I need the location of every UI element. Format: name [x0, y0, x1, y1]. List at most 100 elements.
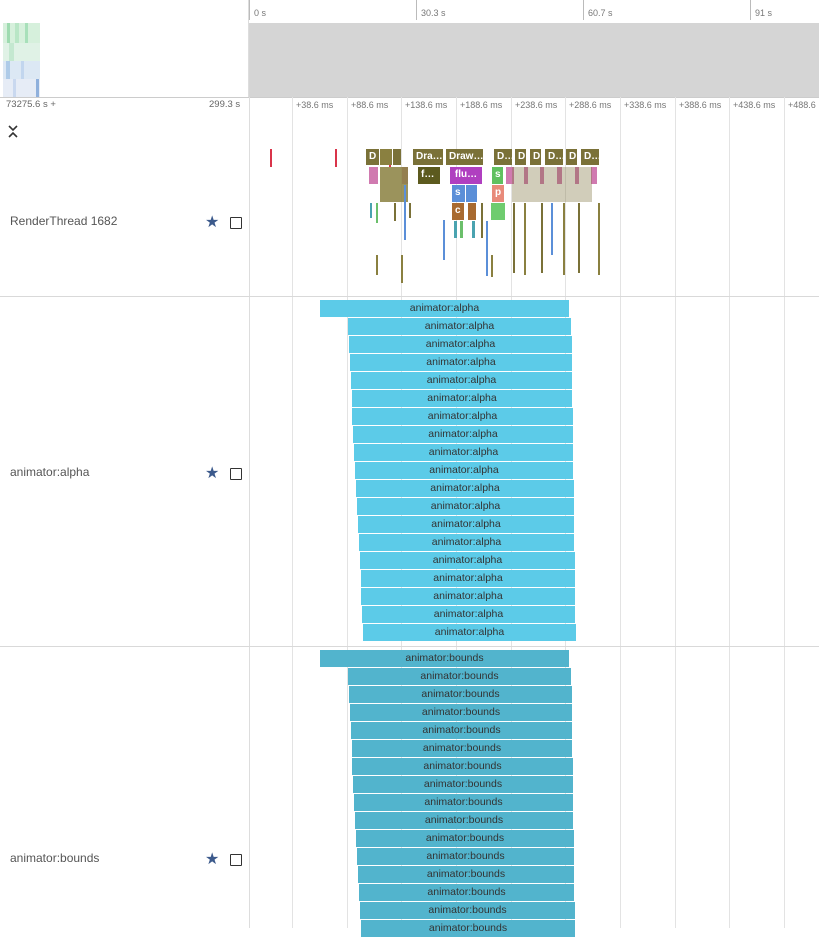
render-slice[interactable]: f…	[418, 167, 440, 184]
render-slice[interactable]: D…	[494, 149, 512, 165]
render-slice[interactable]: D	[515, 149, 526, 165]
chevron-updown-icon[interactable]	[7, 123, 19, 139]
render-slice[interactable]	[491, 203, 505, 220]
track-animator-alpha[interactable]	[0, 296, 819, 647]
render-slice[interactable]	[409, 203, 411, 218]
track-animator-bounds[interactable]	[0, 646, 819, 928]
animator-slice[interactable]: animator:alpha	[348, 318, 571, 335]
render-slice[interactable]	[491, 255, 493, 277]
animator-slice[interactable]: animator:bounds	[356, 830, 574, 847]
animator-slice[interactable]: animator:alpha	[350, 354, 572, 371]
grid-line	[675, 97, 676, 928]
overview-selection-window[interactable]	[249, 23, 819, 97]
animator-slice[interactable]: animator:bounds	[352, 740, 572, 757]
animator-slice[interactable]: animator:alpha	[352, 408, 573, 425]
render-slice[interactable]: flu…	[450, 167, 482, 184]
render-slice[interactable]: D	[530, 149, 541, 165]
render-slice[interactable]	[591, 167, 597, 184]
animator-slice[interactable]: animator:alpha	[362, 606, 575, 623]
render-slice[interactable]	[481, 203, 483, 238]
render-slice[interactable]	[370, 203, 372, 218]
animator-slice[interactable]: animator:alpha	[358, 516, 574, 533]
render-slice[interactable]	[486, 221, 488, 276]
animator-slice[interactable]: animator:alpha	[354, 444, 573, 461]
animator-slice[interactable]: animator:bounds	[355, 812, 573, 829]
render-slice[interactable]	[524, 203, 526, 275]
render-slice[interactable]: Dra…	[413, 149, 443, 165]
track-renderthread[interactable]	[0, 145, 819, 297]
checkbox-icon[interactable]	[230, 854, 242, 866]
animator-slice[interactable]: animator:alpha	[363, 624, 576, 641]
render-slice[interactable]	[551, 203, 553, 255]
render-slice[interactable]: Draw…	[446, 149, 483, 165]
render-slice[interactable]	[513, 203, 515, 273]
slice-marker[interactable]	[270, 149, 272, 167]
star-icon[interactable]: ★	[205, 465, 220, 482]
render-slice[interactable]	[598, 203, 600, 275]
render-slice[interactable]	[524, 167, 528, 184]
render-slice[interactable]: s	[452, 185, 465, 202]
animator-slice[interactable]: animator:alpha	[349, 336, 572, 353]
animator-slice[interactable]: animator:alpha	[352, 390, 572, 407]
animator-slice[interactable]: animator:alpha	[361, 570, 575, 587]
render-slice[interactable]: c	[452, 203, 464, 220]
animator-slice[interactable]: animator:bounds	[361, 920, 575, 937]
render-slice[interactable]	[394, 203, 396, 221]
render-slice[interactable]	[575, 167, 579, 184]
animator-slice[interactable]: animator:alpha	[359, 534, 574, 551]
render-slice[interactable]	[506, 167, 514, 184]
render-slice[interactable]	[578, 203, 580, 273]
star-icon[interactable]: ★	[205, 214, 220, 231]
render-slice[interactable]	[460, 221, 463, 238]
animator-slice[interactable]: animator:bounds	[358, 866, 574, 883]
render-slice[interactable]: D	[366, 149, 379, 165]
render-slice[interactable]	[540, 167, 544, 184]
animator-slice[interactable]: animator:alpha	[357, 498, 574, 515]
animator-slice[interactable]: animator:bounds	[352, 758, 573, 775]
render-slice[interactable]: D…	[545, 149, 563, 165]
render-slice[interactable]	[443, 220, 445, 260]
animator-slice[interactable]: animator:alpha	[355, 462, 573, 479]
animator-slice[interactable]: animator:bounds	[348, 668, 571, 685]
animator-slice[interactable]: animator:bounds	[359, 884, 574, 901]
animator-slice[interactable]: animator:bounds	[320, 650, 569, 667]
render-slice[interactable]: s	[492, 167, 503, 184]
render-slice[interactable]	[401, 255, 403, 283]
animator-slice[interactable]: animator:bounds	[351, 722, 572, 739]
render-slice[interactable]	[380, 149, 392, 165]
render-slice[interactable]	[376, 255, 378, 275]
animator-slice[interactable]: animator:bounds	[349, 686, 572, 703]
star-icon[interactable]: ★	[205, 851, 220, 868]
time-header	[0, 97, 819, 146]
slice-marker[interactable]	[335, 149, 337, 167]
render-slice[interactable]: p	[492, 185, 504, 202]
animator-slice[interactable]: animator:bounds	[357, 848, 574, 865]
render-slice[interactable]: D	[566, 149, 577, 165]
animator-slice[interactable]: animator:alpha	[353, 426, 573, 443]
render-slice[interactable]	[466, 185, 477, 202]
render-slice[interactable]	[541, 203, 543, 273]
checkbox-icon[interactable]	[230, 468, 242, 480]
animator-slice[interactable]: animator:alpha	[351, 372, 572, 389]
animator-slice[interactable]: animator:bounds	[350, 704, 572, 721]
render-slice[interactable]	[376, 203, 378, 223]
render-slice[interactable]	[472, 221, 475, 238]
animator-slice[interactable]: animator:alpha	[360, 552, 575, 569]
animator-slice[interactable]: animator:bounds	[360, 902, 575, 919]
render-slice[interactable]	[557, 167, 562, 184]
render-slice[interactable]	[563, 203, 565, 275]
animator-slice[interactable]: animator:bounds	[354, 794, 573, 811]
render-slice[interactable]	[454, 221, 457, 238]
animator-slice[interactable]: animator:bounds	[353, 776, 573, 793]
render-slice[interactable]	[468, 203, 476, 220]
render-slice[interactable]	[369, 167, 378, 184]
animator-slice[interactable]: animator:alpha	[356, 480, 574, 497]
render-slice[interactable]	[380, 167, 408, 202]
animator-slice[interactable]: animator:alpha	[361, 588, 575, 605]
time-tick: +488.6	[788, 100, 816, 110]
render-slice[interactable]: D…	[581, 149, 599, 165]
render-slice[interactable]	[393, 149, 401, 165]
checkbox-icon[interactable]	[230, 217, 242, 229]
animator-slice[interactable]: animator:alpha	[320, 300, 569, 317]
render-slice[interactable]	[404, 185, 406, 240]
